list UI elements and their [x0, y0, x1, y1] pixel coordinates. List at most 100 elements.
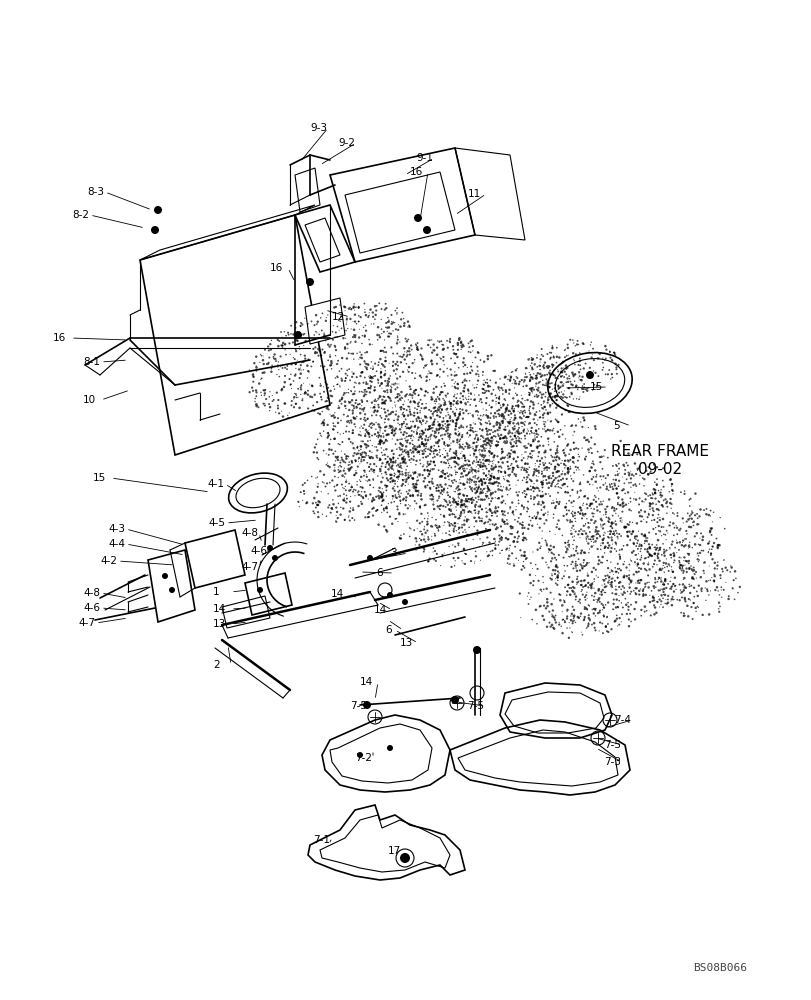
Point — [629, 580, 642, 596]
Point — [418, 519, 431, 535]
Point — [407, 445, 420, 461]
Point — [522, 399, 535, 415]
Point — [390, 511, 403, 527]
Point — [569, 614, 581, 630]
Point — [466, 465, 478, 481]
Point — [334, 392, 347, 408]
Point — [524, 488, 537, 504]
Point — [455, 427, 468, 443]
Point — [538, 449, 551, 465]
Point — [578, 452, 591, 468]
Point — [599, 350, 611, 366]
Point — [369, 407, 382, 423]
Point — [650, 574, 663, 590]
Point — [554, 384, 567, 400]
Point — [581, 343, 594, 359]
Point — [517, 399, 530, 415]
Point — [678, 537, 691, 553]
Point — [382, 374, 395, 390]
Point — [366, 305, 379, 321]
Point — [392, 348, 405, 364]
Point — [654, 581, 667, 597]
Point — [450, 410, 463, 426]
Point — [381, 449, 394, 465]
Point — [385, 423, 398, 439]
Point — [466, 409, 479, 425]
Point — [357, 463, 370, 479]
Point — [563, 452, 576, 468]
Point — [258, 395, 271, 411]
Point — [682, 492, 695, 508]
Point — [428, 429, 441, 445]
Point — [366, 416, 379, 432]
Point — [707, 568, 720, 584]
Point — [510, 525, 523, 541]
Point — [543, 542, 556, 558]
Point — [263, 396, 276, 412]
Point — [410, 533, 423, 549]
Point — [515, 517, 528, 533]
Point — [423, 365, 436, 381]
Point — [605, 353, 618, 369]
Point — [444, 503, 457, 519]
Point — [384, 425, 397, 441]
Point — [444, 467, 457, 483]
Point — [414, 346, 427, 362]
Point — [447, 544, 460, 560]
Point — [318, 358, 331, 374]
Point — [517, 548, 530, 564]
Point — [597, 584, 610, 600]
Point — [528, 370, 541, 386]
Point — [451, 450, 464, 466]
Point — [375, 321, 388, 337]
Point — [642, 547, 655, 563]
Point — [385, 459, 398, 475]
Point — [388, 377, 401, 393]
Point — [543, 350, 556, 366]
Point — [407, 408, 420, 424]
Point — [508, 428, 521, 444]
Point — [603, 526, 616, 542]
Point — [301, 387, 314, 403]
Point — [429, 368, 442, 384]
Point — [572, 364, 585, 380]
Point — [463, 334, 476, 350]
Point — [306, 378, 319, 394]
Point — [549, 400, 562, 416]
Point — [410, 426, 423, 442]
Point — [580, 344, 593, 360]
Point — [557, 364, 570, 380]
Point — [715, 563, 728, 579]
Point — [589, 568, 602, 584]
Point — [370, 363, 383, 379]
Point — [385, 491, 398, 507]
Point — [560, 587, 573, 603]
Point — [471, 469, 484, 485]
Point — [622, 475, 635, 491]
Point — [247, 355, 260, 371]
Point — [505, 364, 518, 380]
Point — [580, 584, 593, 600]
Point — [519, 487, 532, 503]
Point — [474, 431, 487, 447]
Point — [490, 403, 503, 419]
Point — [380, 488, 393, 504]
Point — [461, 388, 474, 404]
Point — [393, 387, 406, 403]
Point — [407, 393, 420, 409]
Point — [406, 436, 418, 452]
Text: 14: 14 — [374, 605, 387, 615]
Point — [478, 433, 491, 449]
Point — [554, 472, 567, 488]
Point — [468, 416, 481, 432]
Point — [646, 588, 659, 604]
Point — [329, 514, 342, 530]
Point — [457, 512, 470, 528]
Point — [431, 434, 444, 450]
Point — [372, 388, 385, 404]
Point — [546, 359, 559, 375]
Point — [328, 410, 341, 426]
Point — [491, 454, 504, 470]
Point — [333, 392, 346, 408]
Point — [293, 370, 306, 386]
